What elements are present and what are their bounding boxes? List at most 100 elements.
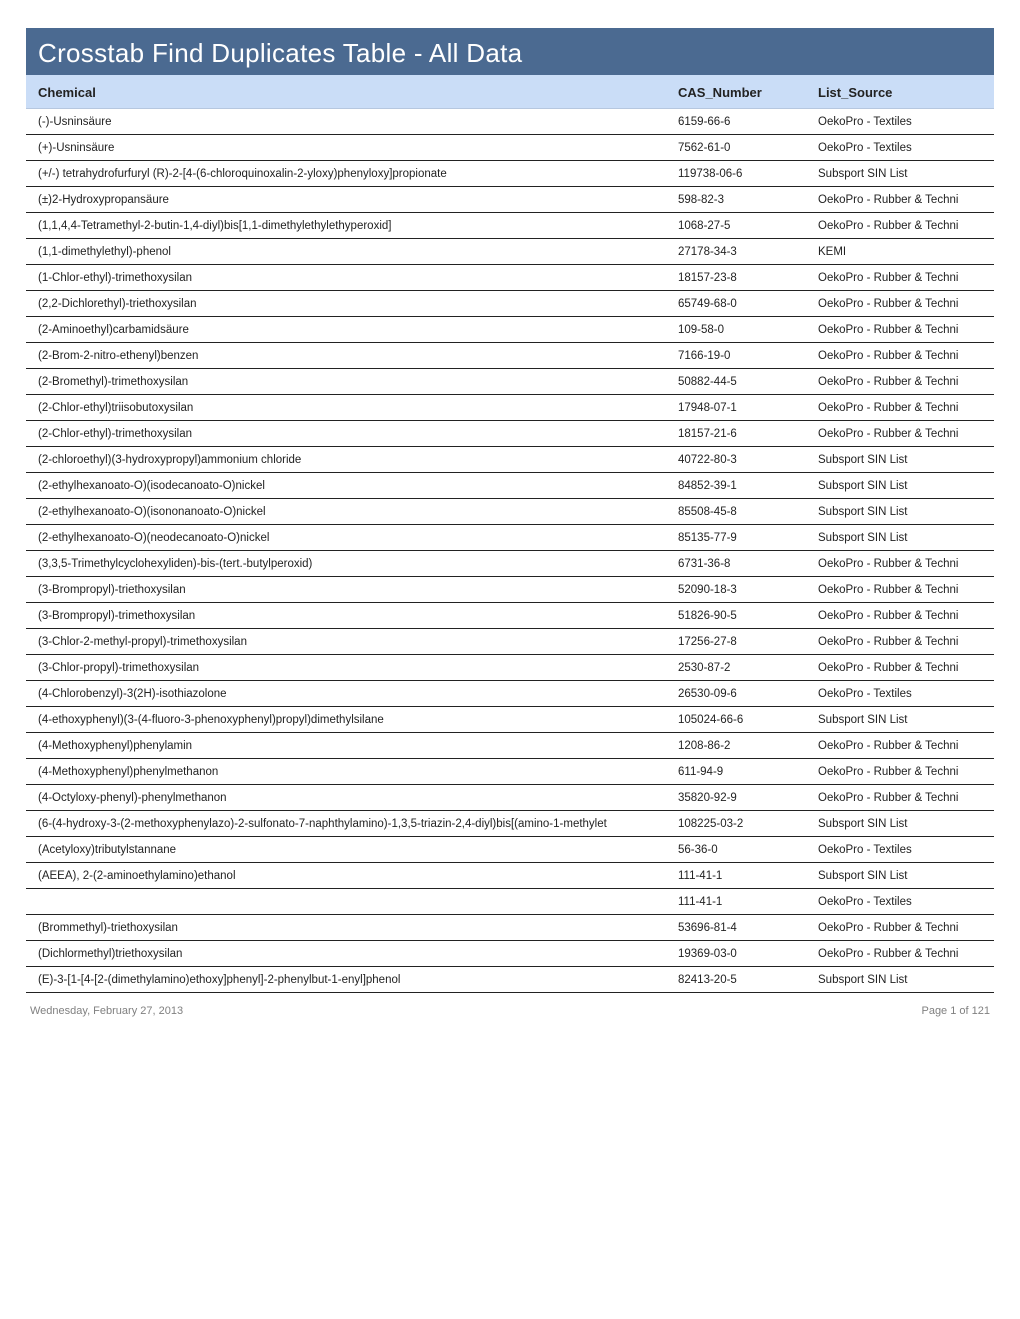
cell-source: Subsport SIN List: [818, 168, 982, 180]
cell-cas: 56-36-0: [678, 844, 818, 856]
cell-chemical: (Acetyloxy)tributylstannane: [38, 844, 678, 856]
cell-source: Subsport SIN List: [818, 714, 982, 726]
table-row: (3,3,5-Trimethylcyclohexyliden)-bis-(ter…: [26, 551, 994, 577]
cell-cas: 111-41-1: [678, 896, 818, 908]
cell-cas: 109-58-0: [678, 324, 818, 336]
table-row: (2-Aminoethyl)carbamidsäure109-58-0OekoP…: [26, 317, 994, 343]
cell-source: OekoPro - Rubber & Techni: [818, 766, 982, 778]
cell-chemical: (E)-3-[1-[4-[2-(dimethylamino)ethoxy]phe…: [38, 974, 678, 986]
cell-cas: 53696-81-4: [678, 922, 818, 934]
cell-cas: 82413-20-5: [678, 974, 818, 986]
cell-cas: 598-82-3: [678, 194, 818, 206]
table-row: (Brommethyl)-triethoxysilan53696-81-4Oek…: [26, 915, 994, 941]
cell-chemical: (-)-Usninsäure: [38, 116, 678, 128]
table-row: (1,1,4,4-Tetramethyl-2-butin-1,4-diyl)bi…: [26, 213, 994, 239]
cell-source: OekoPro - Rubber & Techni: [818, 584, 982, 596]
cell-source: OekoPro - Rubber & Techni: [818, 740, 982, 752]
footer-date: Wednesday, February 27, 2013: [30, 1005, 183, 1017]
table-row: (2,2-Dichlorethyl)-triethoxysilan65749-6…: [26, 291, 994, 317]
cell-chemical: (3-Chlor-2-methyl-propyl)-trimethoxysila…: [38, 636, 678, 648]
cell-chemical: (4-Octyloxy-phenyl)-phenylmethanon: [38, 792, 678, 804]
header-source: List_Source: [818, 85, 982, 100]
cell-source: Subsport SIN List: [818, 506, 982, 518]
table-row: (Acetyloxy)tributylstannane56-36-0OekoPr…: [26, 837, 994, 863]
cell-chemical: (2-Chlor-ethyl)triisobutoxysilan: [38, 402, 678, 414]
cell-cas: 108225-03-2: [678, 818, 818, 830]
cell-chemical: (AEEA), 2-(2-aminoethylamino)ethanol: [38, 870, 678, 882]
cell-source: Subsport SIN List: [818, 454, 982, 466]
cell-cas: 111-41-1: [678, 870, 818, 882]
cell-source: Subsport SIN List: [818, 532, 982, 544]
cell-source: OekoPro - Rubber & Techni: [818, 792, 982, 804]
cell-source: OekoPro - Rubber & Techni: [818, 610, 982, 622]
cell-cas: 27178-34-3: [678, 246, 818, 258]
header-chemical: Chemical: [38, 85, 678, 100]
cell-chemical: (2-Bromethyl)-trimethoxysilan: [38, 376, 678, 388]
cell-chemical: (3-Brompropyl)-trimethoxysilan: [38, 610, 678, 622]
cell-source: OekoPro - Rubber & Techni: [818, 636, 982, 648]
table-row: (E)-3-[1-[4-[2-(dimethylamino)ethoxy]phe…: [26, 967, 994, 993]
table-row: (±)2-Hydroxypropansäure598-82-3OekoPro -…: [26, 187, 994, 213]
table-row: (AEEA), 2-(2-aminoethylamino)ethanol111-…: [26, 863, 994, 889]
cell-cas: 40722-80-3: [678, 454, 818, 466]
cell-chemical: (1,1,4,4-Tetramethyl-2-butin-1,4-diyl)bi…: [38, 220, 678, 232]
cell-cas: 85508-45-8: [678, 506, 818, 518]
cell-cas: 52090-18-3: [678, 584, 818, 596]
cell-cas: 105024-66-6: [678, 714, 818, 726]
table-row: (2-Chlor-ethyl)-trimethoxysilan18157-21-…: [26, 421, 994, 447]
cell-source: OekoPro - Rubber & Techni: [818, 428, 982, 440]
table-row: (1-Chlor-ethyl)-trimethoxysilan18157-23-…: [26, 265, 994, 291]
cell-chemical: (1-Chlor-ethyl)-trimethoxysilan: [38, 272, 678, 284]
cell-cas: 18157-23-8: [678, 272, 818, 284]
table-row: (4-Methoxyphenyl)phenylmethanon611-94-9O…: [26, 759, 994, 785]
cell-chemical: (2-ethylhexanoato-O)(neodecanoato-O)nick…: [38, 532, 678, 544]
table-row: 111-41-1OekoPro - Textiles: [26, 889, 994, 915]
cell-cas: 35820-92-9: [678, 792, 818, 804]
cell-source: OekoPro - Rubber & Techni: [818, 376, 982, 388]
table-row: (2-chloroethyl)(3-hydroxypropyl)ammonium…: [26, 447, 994, 473]
cell-source: Subsport SIN List: [818, 480, 982, 492]
table-header-row: Chemical CAS_Number List_Source: [26, 75, 994, 109]
table-row: (1,1-dimethylethyl)-phenol27178-34-3KEMI: [26, 239, 994, 265]
cell-source: OekoPro - Rubber & Techni: [818, 324, 982, 336]
cell-chemical: [38, 896, 678, 908]
table-row: (Dichlormethyl)triethoxysilan19369-03-0O…: [26, 941, 994, 967]
cell-chemical: (4-Chlorobenzyl)-3(2H)-isothiazolone: [38, 688, 678, 700]
cell-source: OekoPro - Textiles: [818, 142, 982, 154]
table-row: (4-Octyloxy-phenyl)-phenylmethanon35820-…: [26, 785, 994, 811]
table-row: (2-ethylhexanoato-O)(isodecanoato-O)nick…: [26, 473, 994, 499]
cell-source: KEMI: [818, 246, 982, 258]
cell-source: OekoPro - Rubber & Techni: [818, 272, 982, 284]
table-row: (3-Brompropyl)-trimethoxysilan51826-90-5…: [26, 603, 994, 629]
table-row: (4-Methoxyphenyl)phenylamin1208-86-2Oeko…: [26, 733, 994, 759]
cell-chemical: (Dichlormethyl)triethoxysilan: [38, 948, 678, 960]
cell-source: Subsport SIN List: [818, 870, 982, 882]
cell-source: OekoPro - Textiles: [818, 116, 982, 128]
cell-cas: 84852-39-1: [678, 480, 818, 492]
cell-source: OekoPro - Rubber & Techni: [818, 662, 982, 674]
cell-cas: 18157-21-6: [678, 428, 818, 440]
cell-cas: 65749-68-0: [678, 298, 818, 310]
table-row: (+/-) tetrahydrofurfuryl (R)-2-[4-(6-chl…: [26, 161, 994, 187]
cell-chemical: (Brommethyl)-triethoxysilan: [38, 922, 678, 934]
table-body: (-)-Usninsäure6159-66-6OekoPro - Textile…: [26, 109, 994, 993]
cell-cas: 7562-61-0: [678, 142, 818, 154]
cell-source: OekoPro - Rubber & Techni: [818, 220, 982, 232]
cell-source: OekoPro - Textiles: [818, 896, 982, 908]
cell-cas: 6159-66-6: [678, 116, 818, 128]
cell-cas: 1068-27-5: [678, 220, 818, 232]
cell-cas: 19369-03-0: [678, 948, 818, 960]
cell-source: OekoPro - Rubber & Techni: [818, 558, 982, 570]
cell-chemical: (2,2-Dichlorethyl)-triethoxysilan: [38, 298, 678, 310]
table-row: (2-Brom-2-nitro-ethenyl)benzen7166-19-0O…: [26, 343, 994, 369]
cell-source: OekoPro - Rubber & Techni: [818, 194, 982, 206]
cell-cas: 7166-19-0: [678, 350, 818, 362]
header-cas: CAS_Number: [678, 85, 818, 100]
page: Crosstab Find Duplicates Table - All Dat…: [0, 0, 1020, 1027]
table-row: (+)-Usninsäure7562-61-0OekoPro - Textile…: [26, 135, 994, 161]
cell-chemical: (2-Brom-2-nitro-ethenyl)benzen: [38, 350, 678, 362]
cell-source: OekoPro - Rubber & Techni: [818, 350, 982, 362]
cell-source: OekoPro - Rubber & Techni: [818, 922, 982, 934]
table-row: (3-Chlor-2-methyl-propyl)-trimethoxysila…: [26, 629, 994, 655]
cell-cas: 6731-36-8: [678, 558, 818, 570]
